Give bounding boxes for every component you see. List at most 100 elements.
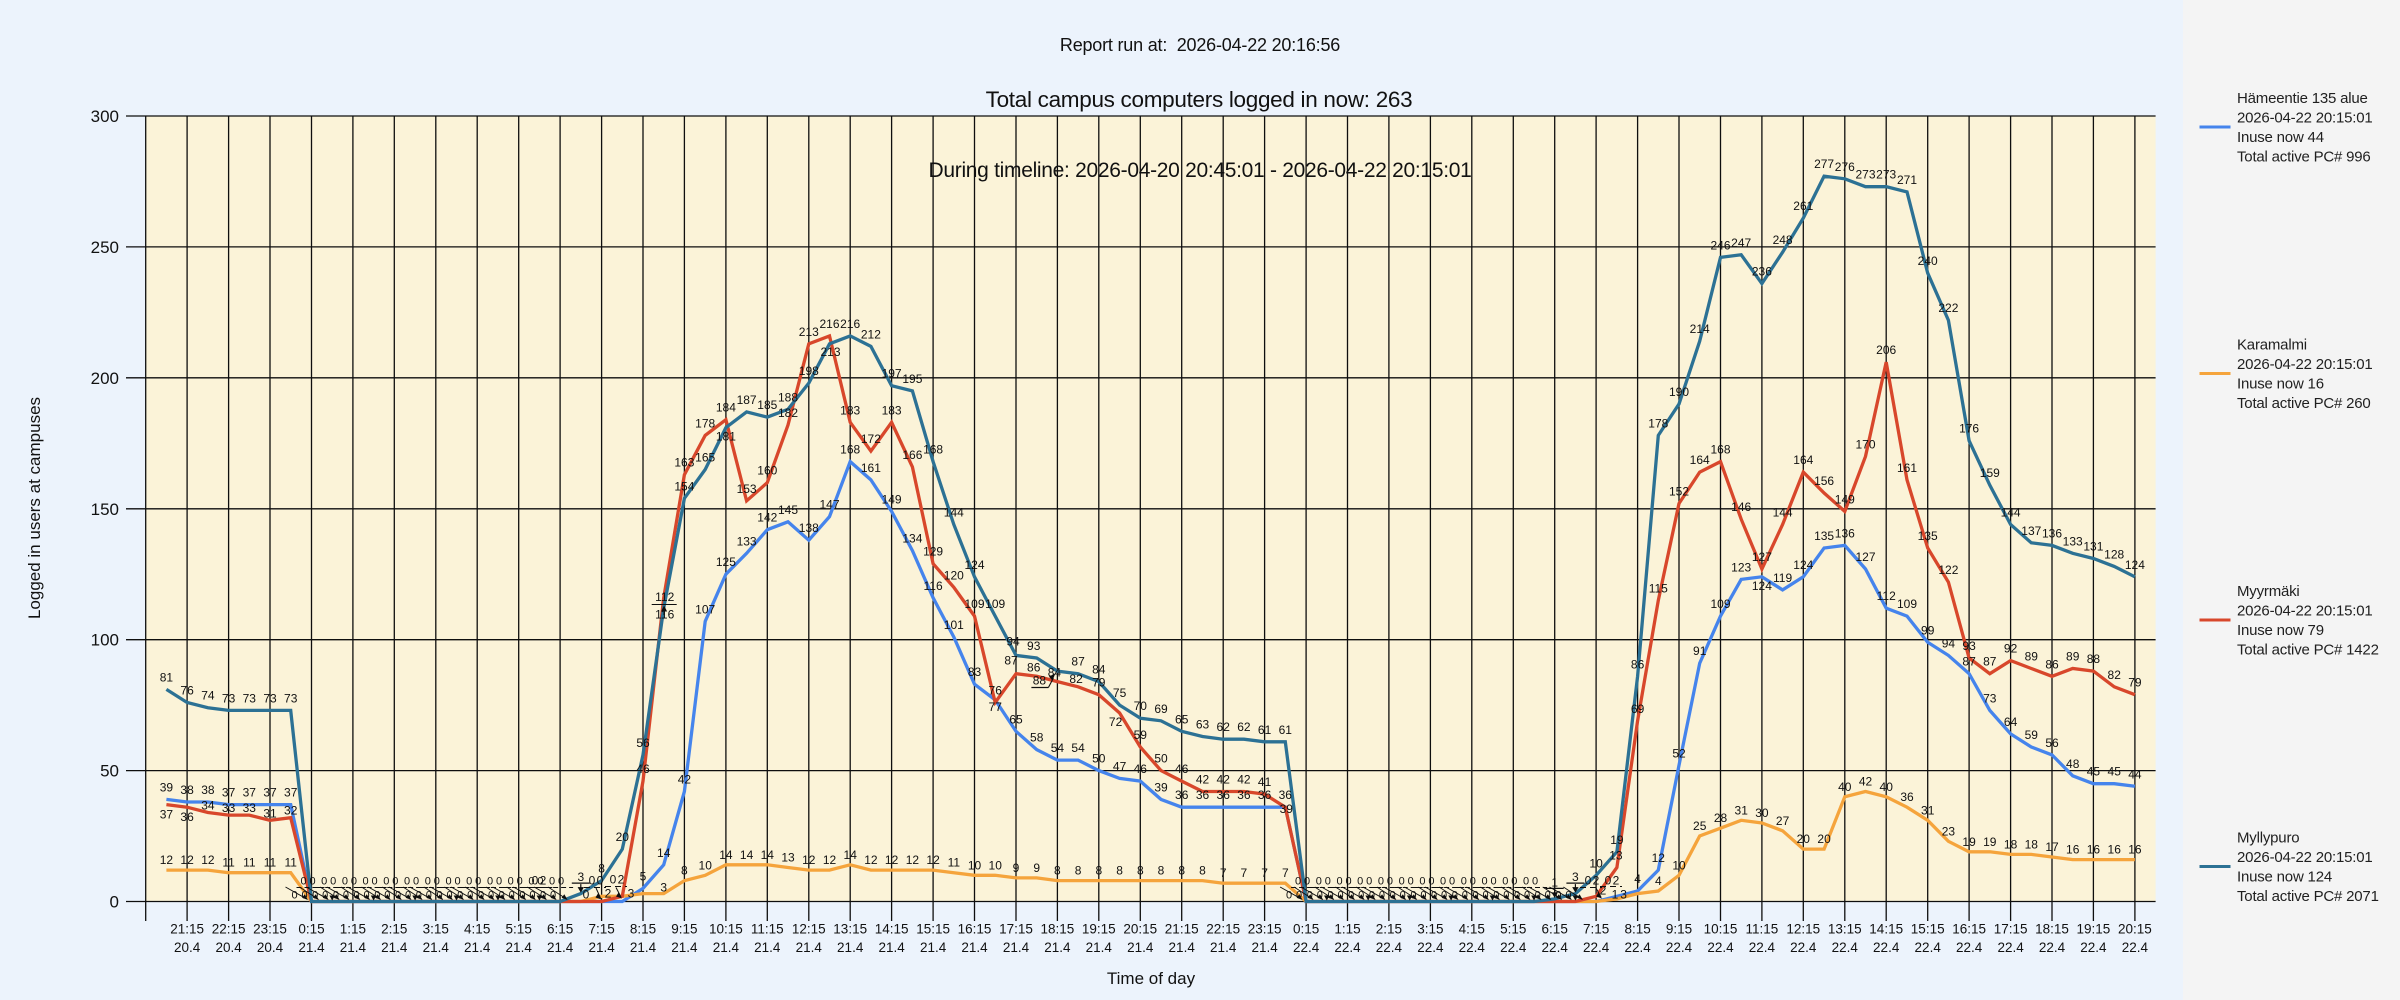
- svg-text:37: 37: [284, 786, 298, 800]
- svg-text:73: 73: [243, 691, 257, 705]
- svg-text:0: 0: [1307, 890, 1313, 902]
- svg-text:Report run at: 2026-04-22 20:: Report run at: 2026-04-22 20:16:56: [1060, 35, 1340, 55]
- svg-text:42: 42: [678, 773, 692, 787]
- svg-text:Time of day: Time of day: [1107, 969, 1196, 988]
- svg-text:17:15: 17:15: [1994, 922, 2028, 937]
- svg-text:0: 0: [1502, 876, 1508, 888]
- svg-text:247: 247: [1731, 236, 1751, 250]
- svg-text:222: 222: [1938, 301, 1958, 315]
- svg-text:164: 164: [1793, 453, 1813, 467]
- svg-text:12: 12: [160, 853, 174, 867]
- svg-text:89: 89: [2025, 650, 2039, 664]
- svg-text:Total active PC# 1422: Total active PC# 1422: [2237, 642, 2379, 659]
- svg-text:206: 206: [1876, 343, 1896, 357]
- svg-text:37: 37: [222, 786, 236, 800]
- svg-text:Karamalmi: Karamalmi: [2237, 337, 2307, 354]
- svg-text:183: 183: [840, 403, 860, 417]
- svg-text:13:15: 13:15: [1828, 922, 1862, 937]
- svg-text:94: 94: [1942, 636, 1956, 650]
- svg-text:20: 20: [1817, 832, 1831, 846]
- svg-text:21.4: 21.4: [837, 940, 864, 955]
- svg-text:181: 181: [716, 430, 736, 444]
- svg-text:77: 77: [989, 700, 1003, 714]
- svg-text:56: 56: [636, 736, 650, 750]
- svg-text:182: 182: [778, 406, 798, 420]
- svg-text:94: 94: [1006, 634, 1020, 648]
- svg-text:100: 100: [91, 631, 119, 650]
- svg-text:144: 144: [1773, 506, 1793, 520]
- svg-text:0: 0: [1605, 874, 1612, 888]
- svg-text:8:15: 8:15: [1624, 922, 1650, 937]
- svg-text:136: 136: [2042, 526, 2062, 540]
- svg-text:0: 0: [517, 876, 523, 888]
- svg-text:21.4: 21.4: [796, 940, 823, 955]
- svg-text:7:15: 7:15: [588, 922, 614, 937]
- svg-text:42: 42: [1196, 773, 1210, 787]
- svg-text:3: 3: [660, 881, 667, 895]
- svg-text:0: 0: [404, 876, 410, 888]
- svg-text:0: 0: [1461, 876, 1467, 888]
- svg-text:12: 12: [906, 853, 920, 867]
- svg-text:250: 250: [91, 238, 119, 257]
- svg-text:178: 178: [1648, 416, 1668, 430]
- svg-text:33: 33: [243, 801, 257, 815]
- svg-text:9: 9: [1033, 861, 1040, 875]
- svg-text:38: 38: [180, 783, 194, 797]
- svg-text:7: 7: [1261, 866, 1268, 880]
- svg-text:10: 10: [699, 858, 713, 872]
- svg-text:0: 0: [1481, 876, 1487, 888]
- svg-text:4:15: 4:15: [1459, 922, 1485, 937]
- svg-text:213: 213: [820, 345, 840, 359]
- svg-text:1:15: 1:15: [1334, 922, 1360, 937]
- svg-text:21.4: 21.4: [920, 940, 947, 955]
- svg-text:19: 19: [1962, 835, 1976, 849]
- svg-text:22.4: 22.4: [1749, 940, 1776, 955]
- svg-text:0: 0: [330, 876, 336, 888]
- svg-text:0: 0: [1472, 890, 1478, 902]
- svg-text:31: 31: [1921, 803, 1935, 817]
- svg-text:273: 273: [1855, 168, 1875, 182]
- svg-text:50: 50: [1154, 752, 1168, 766]
- svg-text:22.4: 22.4: [1790, 940, 1817, 955]
- svg-text:20:15: 20:15: [2118, 922, 2152, 937]
- svg-text:79: 79: [2128, 676, 2142, 690]
- svg-text:0: 0: [496, 876, 502, 888]
- svg-text:0: 0: [434, 876, 440, 888]
- svg-text:0: 0: [1532, 876, 1538, 888]
- svg-text:120: 120: [944, 568, 964, 582]
- svg-text:During timeline: 2026-04-20 20: During timeline: 2026-04-20 20:45:01 - 2…: [929, 159, 1472, 182]
- svg-text:22.4: 22.4: [1293, 940, 1320, 955]
- svg-text:145: 145: [778, 503, 798, 517]
- svg-text:240: 240: [1918, 254, 1938, 268]
- svg-text:276: 276: [1835, 160, 1855, 174]
- svg-text:12: 12: [180, 853, 194, 867]
- svg-text:153: 153: [737, 482, 757, 496]
- svg-text:22.4: 22.4: [1956, 940, 1983, 955]
- svg-text:93: 93: [1962, 639, 1976, 653]
- svg-text:0: 0: [1410, 890, 1416, 902]
- svg-text:0: 0: [1585, 874, 1592, 888]
- svg-text:3:15: 3:15: [423, 922, 449, 937]
- svg-text:7: 7: [1220, 866, 1227, 880]
- svg-text:14: 14: [719, 848, 733, 862]
- svg-text:124: 124: [964, 558, 984, 572]
- svg-text:73: 73: [1983, 691, 1997, 705]
- svg-text:88: 88: [1033, 674, 1047, 688]
- svg-text:129: 129: [923, 545, 943, 559]
- svg-text:54: 54: [1051, 741, 1065, 755]
- svg-text:22.4: 22.4: [2080, 940, 2107, 955]
- svg-text:0: 0: [583, 888, 590, 902]
- svg-text:236: 236: [1752, 265, 1772, 279]
- svg-text:20: 20: [616, 830, 630, 844]
- svg-text:1: 1: [1551, 875, 1558, 889]
- svg-text:22.4: 22.4: [1500, 940, 1527, 955]
- svg-text:198: 198: [799, 364, 819, 378]
- svg-text:14: 14: [844, 848, 858, 862]
- svg-text:15:15: 15:15: [916, 922, 950, 937]
- svg-text:0: 0: [1555, 890, 1561, 902]
- svg-text:0: 0: [1408, 876, 1414, 888]
- svg-text:Inuse now 79: Inuse now 79: [2237, 622, 2324, 639]
- svg-text:4: 4: [1634, 872, 1641, 886]
- svg-text:273: 273: [1876, 168, 1896, 182]
- svg-text:62: 62: [1217, 720, 1231, 734]
